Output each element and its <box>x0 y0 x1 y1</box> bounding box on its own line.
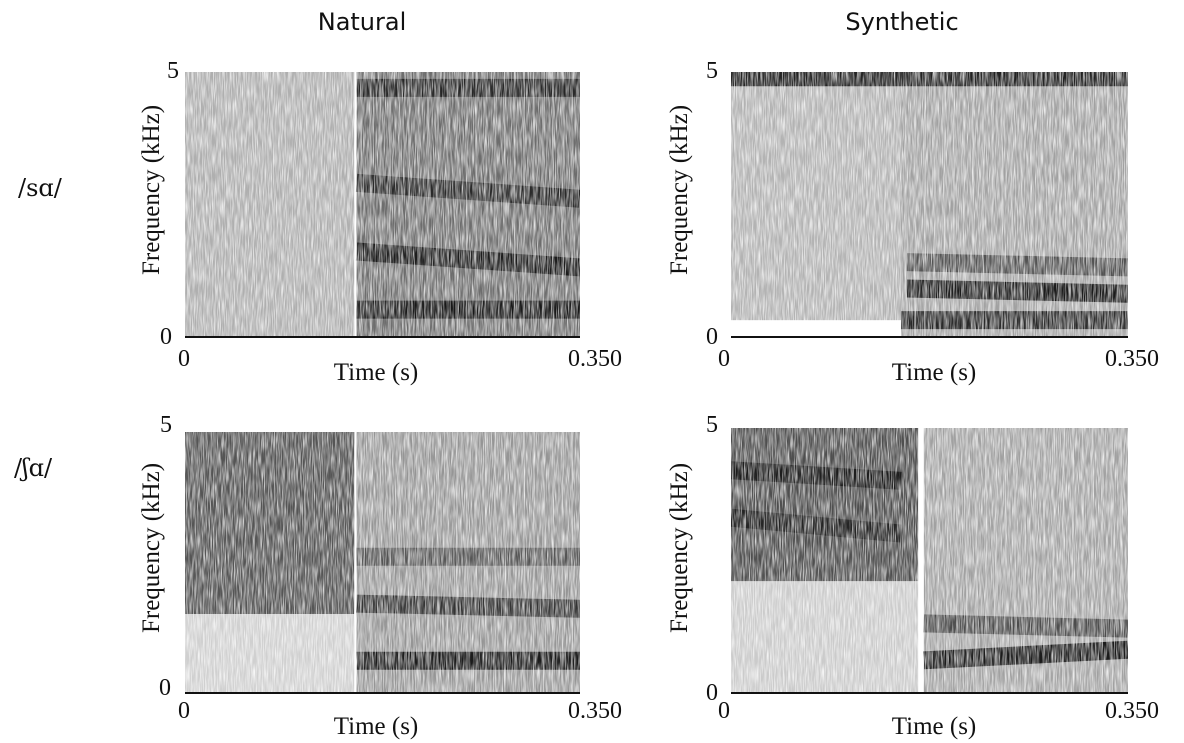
spectrogram-plot <box>185 72 580 336</box>
y-tick-max: 5 <box>706 58 718 84</box>
noise-texture <box>185 72 580 336</box>
row-label-sa: /sɑ/ <box>18 174 63 202</box>
noise-texture <box>731 428 1128 692</box>
x-tick-max: 0.350 <box>1105 698 1159 724</box>
x-tick-min: 0 <box>178 346 190 372</box>
row-label-sha: /ʃɑ/ <box>14 454 53 482</box>
y-axis-label: Frequency (kHz) <box>666 105 693 275</box>
x-axis-label: Time (s) <box>334 359 419 386</box>
x-axis-label: Time (s) <box>892 359 977 386</box>
x-tick-max: 0.350 <box>568 698 622 724</box>
y-tick-max: 5 <box>160 412 172 438</box>
y-tick-min: 0 <box>159 675 171 701</box>
noise-texture <box>185 432 580 692</box>
y-tick-min: 0 <box>706 680 718 706</box>
x-tick-min: 0 <box>178 698 190 724</box>
y-axis-label: Frequency (kHz) <box>666 463 693 633</box>
y-tick-min: 0 <box>706 324 718 350</box>
x-tick-min: 0 <box>718 346 730 372</box>
y-axis-label: Frequency (kHz) <box>138 105 165 275</box>
column-title-natural: Natural <box>318 8 407 36</box>
x-axis-label: Time (s) <box>892 713 977 740</box>
spectrogram-plot <box>185 432 580 692</box>
y-tick-min: 0 <box>160 324 172 350</box>
x-axis-label: Time (s) <box>334 713 419 740</box>
panel-natural-sha: 5 0 0 0.350 Time (s) Frequency (kHz) <box>138 412 622 740</box>
panel-natural-sa: 5 0 0 0.350 Time (s) Frequency (kHz) <box>138 58 622 386</box>
x-tick-max: 0.350 <box>1105 346 1159 372</box>
y-axis-label: Frequency (kHz) <box>138 463 165 633</box>
y-tick-max: 5 <box>706 412 718 438</box>
noise-texture <box>731 72 1128 336</box>
y-tick-max: 5 <box>167 58 179 84</box>
column-title-synthetic: Synthetic <box>845 8 958 36</box>
x-tick-min: 0 <box>718 698 730 724</box>
panel-synthetic-sha: 5 0 0 0.350 Time (s) Frequency (kHz) <box>666 412 1159 740</box>
x-tick-max: 0.350 <box>568 346 622 372</box>
panel-synthetic-sa: 5 0 0 0.350 Time (s) Frequency (kHz) <box>666 58 1159 386</box>
spectrogram-plot <box>731 72 1128 336</box>
spectrogram-plot <box>731 428 1128 692</box>
